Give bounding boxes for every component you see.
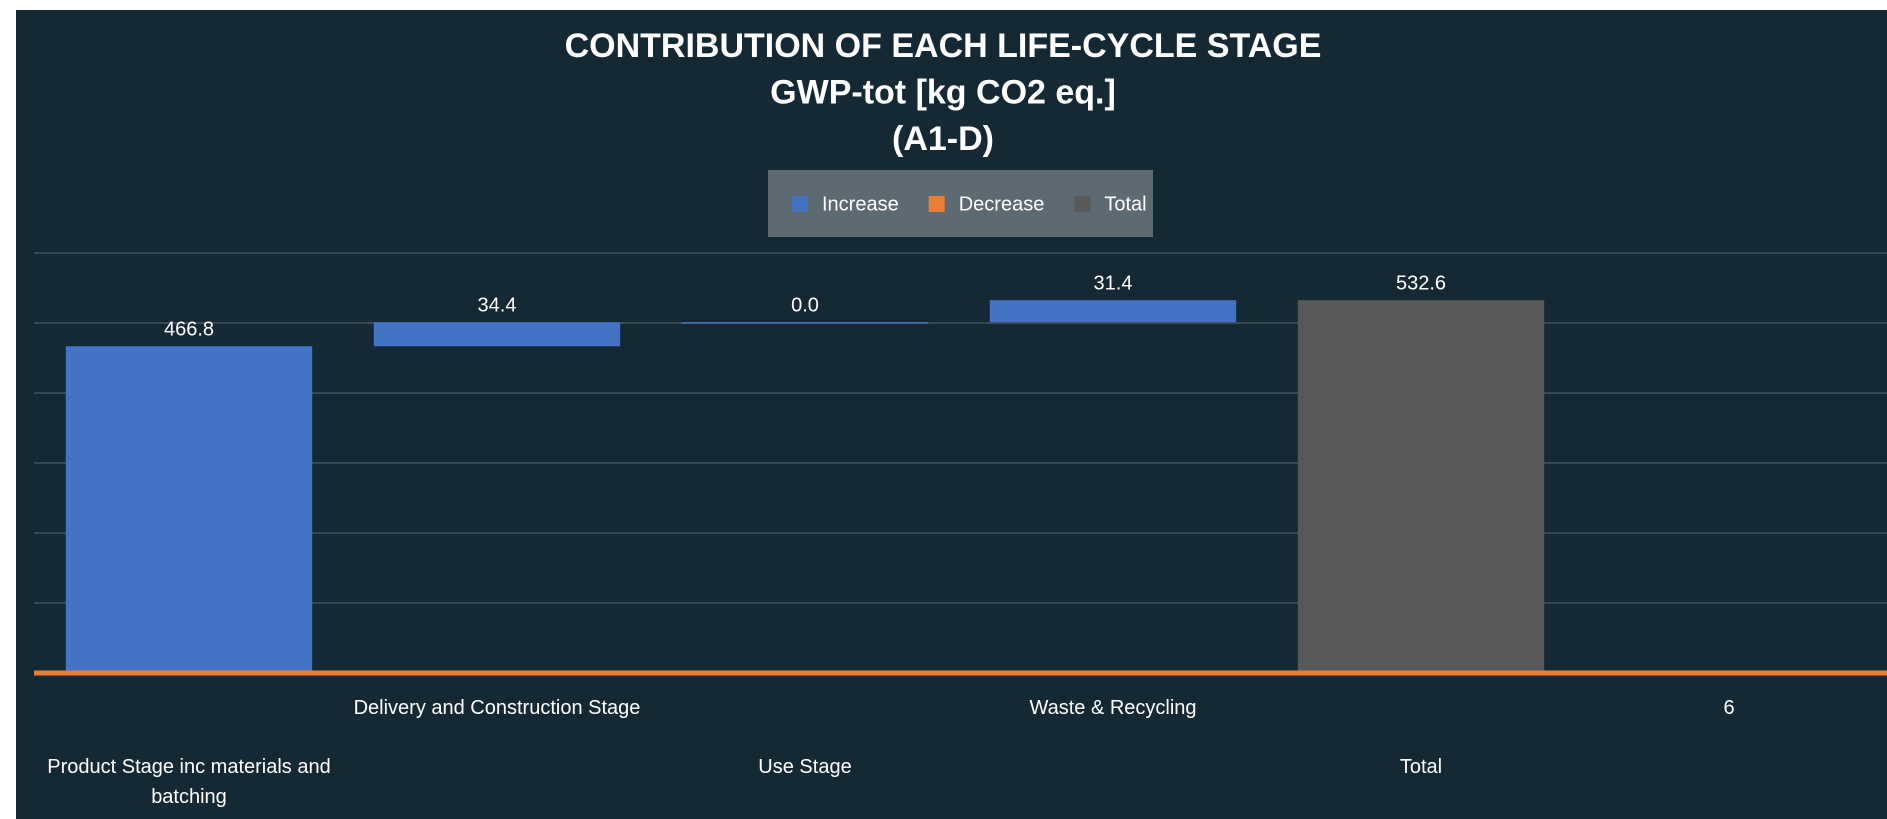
chart-title: GWP-tot [kg CO2 eq.] bbox=[770, 73, 1116, 111]
data-label: 34.4 bbox=[478, 294, 517, 316]
legend-label: Total bbox=[1104, 193, 1146, 215]
bar bbox=[681, 322, 929, 324]
legend-swatch bbox=[792, 196, 808, 212]
bar bbox=[65, 346, 313, 673]
data-label: 0.0 bbox=[791, 294, 819, 316]
x-tick-label: Use Stage bbox=[758, 756, 852, 778]
bar bbox=[1297, 300, 1545, 673]
x-tick-label: 6 bbox=[1723, 697, 1735, 719]
legend-label: Decrease bbox=[959, 193, 1045, 215]
legend-swatch bbox=[928, 196, 945, 212]
x-tick-label: Delivery and Construction Stage bbox=[353, 697, 641, 719]
x-tick-label: Waste & Recycling bbox=[1029, 697, 1197, 719]
x-tick-label: Total bbox=[1399, 756, 1443, 778]
x-tick-label: Product Stage inc materials and batching bbox=[47, 756, 331, 808]
bar bbox=[373, 322, 621, 347]
legend-swatch bbox=[1074, 196, 1091, 212]
data-label: 31.4 bbox=[1094, 272, 1133, 294]
chart-background bbox=[16, 10, 1887, 819]
data-label: 532.6 bbox=[1396, 272, 1446, 294]
bar bbox=[989, 300, 1237, 323]
chart-title: (A1-D) bbox=[892, 120, 994, 158]
legend-label: Increase bbox=[822, 193, 899, 215]
chart-title: CONTRIBUTION OF EACH LIFE-CYCLE STAGE bbox=[565, 27, 1322, 65]
data-label: 466.8 bbox=[164, 319, 214, 341]
